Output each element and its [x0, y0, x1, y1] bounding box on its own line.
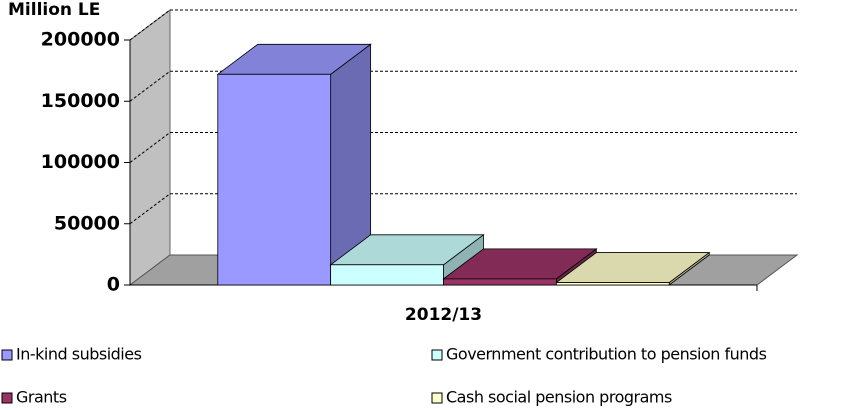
grid-line [129, 9, 171, 41]
y-tick-label: 50000 [54, 212, 120, 234]
legend-label: Cash social pension programs [446, 388, 672, 407]
y-axis-label: Million LE [8, 0, 100, 20]
legend-swatch [1, 349, 13, 361]
bar [217, 73, 332, 286]
legend-swatch [431, 392, 443, 404]
y-tick-label: 100000 [41, 151, 120, 173]
grid-line [129, 193, 171, 225]
bar [443, 278, 557, 286]
y-tick-label: 150000 [41, 90, 120, 112]
grid-line [129, 70, 171, 102]
legend-swatch [1, 392, 13, 404]
legend-swatch [431, 349, 443, 361]
grid-line [129, 132, 171, 163]
bar [330, 264, 444, 286]
y-tick-label: 200000 [41, 29, 120, 51]
legend-label: Grants [16, 388, 67, 407]
x-tick-label: 2012/13 [405, 305, 482, 325]
bar [555, 282, 670, 286]
legend-label: In-kind subsidies [16, 345, 142, 364]
legend-label: Government contribution to pension funds [446, 345, 767, 364]
y-tick-label: 0 [107, 274, 120, 296]
